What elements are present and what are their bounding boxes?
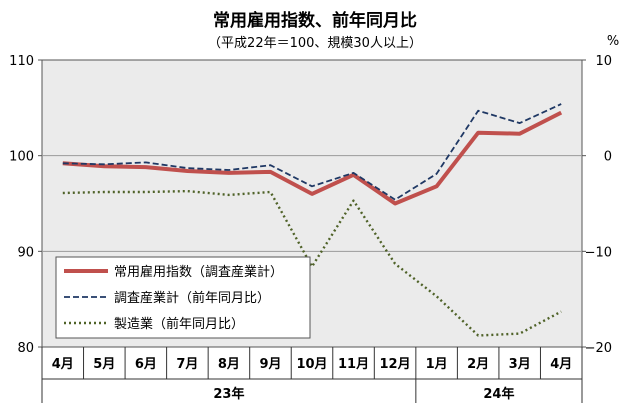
- legend-label-manufacturing: 製造業（前年同月比）: [114, 316, 244, 332]
- legend-label-employment-index: 常用雇用指数（調査産業計）: [114, 264, 283, 280]
- right-tick-label: 0: [604, 150, 612, 165]
- x-tick-label: 11月: [338, 357, 369, 372]
- x-tick-label: 6月: [135, 357, 157, 372]
- left-tick-label: 90: [17, 245, 34, 260]
- x-tick-label: 4月: [550, 357, 572, 372]
- left-tick-label: 80: [17, 341, 34, 356]
- right-axis-unit: %: [607, 34, 619, 49]
- x-tick-label: 5月: [93, 357, 115, 372]
- year-label: 24年: [483, 386, 514, 402]
- x-tick-label: 1月: [426, 357, 448, 372]
- right-tick-label: −10: [585, 245, 612, 260]
- right-tick-label: −20: [585, 341, 612, 356]
- chart-subtitle: （平成22年＝100、規模30人以上）: [208, 36, 422, 51]
- right-axis-ticks: −20 −10 0 10: [582, 54, 612, 356]
- x-tick-label: 7月: [176, 357, 198, 372]
- left-axis-ticks: 80 90 100 110: [9, 54, 42, 356]
- gridlines: [42, 155, 582, 252]
- legend: 常用雇用指数（調査産業計） 調査産業計（前年同月比） 製造業（前年同月比）: [55, 256, 311, 339]
- x-axis-table: 4月 5月 6月 7月 8月 9月 10月 11月 12月 1月 2月 3月 4月 23年 24年: [41, 347, 583, 403]
- line-all-industries: [62, 103, 562, 201]
- x-tick-label: 4月: [52, 357, 74, 372]
- left-tick-label: 110: [9, 54, 34, 69]
- left-tick-label: 100: [9, 150, 34, 165]
- right-tick-label: 10: [595, 54, 612, 69]
- line-manufacturing: [62, 189, 562, 337]
- series-lines: [62, 103, 563, 337]
- line-employment-index: [62, 110, 563, 206]
- x-tick-label: 3月: [509, 357, 531, 372]
- year-label: 23年: [213, 386, 244, 402]
- x-tick-label: 12月: [380, 357, 411, 372]
- x-tick-label: 8月: [218, 357, 240, 372]
- chart-title: 常用雇用指数、前年同月比: [213, 11, 417, 31]
- x-tick-label: 9月: [259, 357, 281, 372]
- x-tick-label: 2月: [467, 357, 489, 372]
- x-tick-label: 10月: [296, 357, 327, 372]
- legend-label-all-industries: 調査産業計（前年同月比）: [114, 290, 270, 306]
